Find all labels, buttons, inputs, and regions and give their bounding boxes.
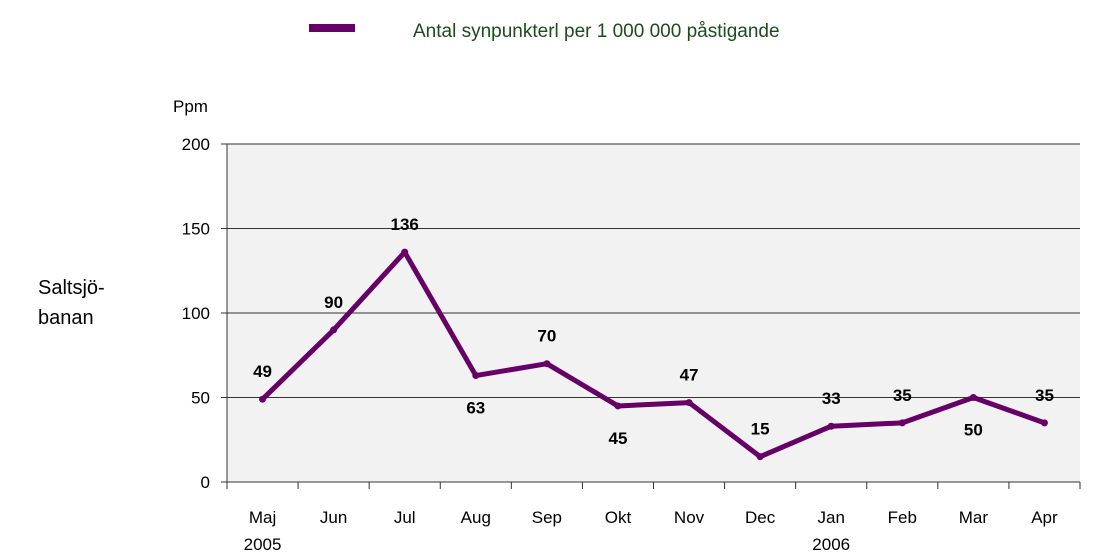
data-point <box>543 360 551 368</box>
x-tick-label: Maj <box>249 508 276 527</box>
data-point <box>969 394 977 401</box>
legend-label: Antal synpunkterl per 1 000 000 påstigan… <box>413 21 780 42</box>
legend-swatch <box>309 24 355 32</box>
x-tick-sublabel: 2006 <box>812 535 850 554</box>
data-point <box>827 422 835 430</box>
data-point <box>614 402 622 410</box>
x-tick-label: Nov <box>674 508 705 527</box>
x-tick-label: Okt <box>605 508 632 527</box>
x-tick-label: Apr <box>1031 508 1058 527</box>
gridlines <box>227 143 1080 398</box>
side-label-line-1: Saltsjö- <box>38 277 105 299</box>
y-axis-ticks: 0 50 100 150 200 <box>182 135 227 492</box>
data-label: 90 <box>324 293 343 312</box>
data-label: 70 <box>537 327 556 346</box>
x-tick-label: Dec <box>745 508 776 527</box>
data-point <box>472 372 480 380</box>
data-labels: 49 90 136 63 70 45 47 15 33 35 50 35 <box>253 215 1054 448</box>
legend: Antal synpunkterl per 1 000 000 påstigan… <box>309 21 780 42</box>
x-axis-ticks: Maj 2005 Jun Jul Aug Sep Okt Nov Dec Jan 2006 Feb Ma… <box>226 482 1081 554</box>
data-label: 136 <box>391 215 419 234</box>
data-points <box>259 248 1048 461</box>
data-point <box>259 395 267 403</box>
x-tick-label: Feb <box>888 508 917 527</box>
data-label: 45 <box>608 429 627 448</box>
x-tick-label: Jun <box>320 508 347 527</box>
data-label: 63 <box>466 399 485 418</box>
y-tick-label: 150 <box>182 220 210 239</box>
data-point <box>330 326 338 334</box>
y-tick-label: 100 <box>182 304 210 323</box>
x-tick-label: Mar <box>959 508 989 527</box>
y-axis-title: Ppm <box>173 97 208 116</box>
data-point <box>401 248 409 256</box>
data-label: 49 <box>253 362 272 381</box>
data-label: 47 <box>680 366 699 385</box>
x-tick-label: Jan <box>817 508 844 527</box>
y-tick-label: 0 <box>201 473 210 492</box>
data-point <box>756 453 764 461</box>
data-point <box>1040 419 1048 427</box>
y-tick-label: 50 <box>191 389 210 408</box>
side-label-line-2: banan <box>38 307 94 329</box>
x-tick-label: Jul <box>394 508 416 527</box>
side-label: Saltsjö- banan <box>38 273 128 333</box>
y-tick-label: 200 <box>182 135 210 154</box>
data-point <box>685 399 693 407</box>
data-label: 35 <box>893 386 912 405</box>
x-tick-label: Aug <box>461 508 491 527</box>
data-label: 50 <box>964 421 983 440</box>
data-label: 15 <box>751 420 770 439</box>
data-point <box>898 419 906 427</box>
series-line <box>260 249 1047 460</box>
x-tick-label: Sep <box>532 508 562 527</box>
data-label: 33 <box>822 389 841 408</box>
data-label: 35 <box>1035 386 1054 405</box>
x-tick-sublabel: 2005 <box>244 535 282 554</box>
